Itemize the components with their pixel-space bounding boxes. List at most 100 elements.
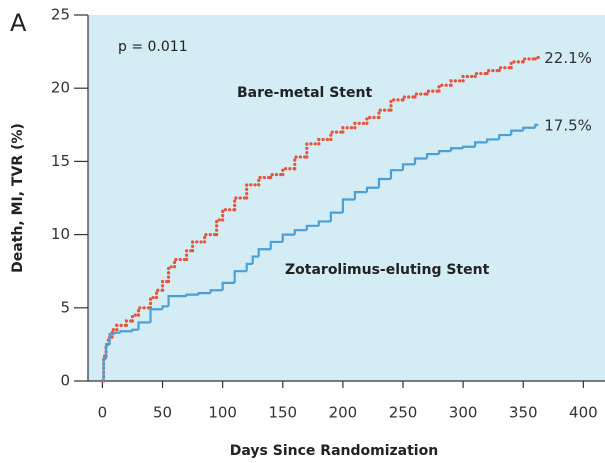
step-segment bbox=[401, 95, 417, 102]
x-tick-label: 0 bbox=[98, 404, 108, 422]
step-segment bbox=[389, 98, 405, 112]
step-segment bbox=[522, 126, 536, 131]
step-segment bbox=[401, 163, 416, 171]
x-axis-label: Days Since Randomization bbox=[230, 443, 438, 459]
step-segment bbox=[104, 343, 110, 360]
step-segment bbox=[474, 141, 488, 147]
step-segment bbox=[215, 218, 225, 237]
step-segment bbox=[461, 74, 477, 83]
step-segment bbox=[167, 294, 187, 307]
step-segment bbox=[191, 240, 207, 253]
step-segment bbox=[110, 328, 119, 339]
step-segment bbox=[329, 211, 343, 222]
step-segment bbox=[131, 328, 139, 332]
step-segment bbox=[389, 169, 404, 179]
step-segment bbox=[377, 177, 391, 188]
plot-background bbox=[88, 15, 605, 381]
step-segment bbox=[172, 257, 189, 269]
step-segment bbox=[497, 66, 513, 73]
step-segment bbox=[257, 248, 271, 257]
step-segment bbox=[209, 289, 223, 294]
step-segment bbox=[413, 92, 429, 99]
step-segment bbox=[281, 167, 297, 177]
series-label: Zotarolimus-eluting Stent bbox=[285, 262, 490, 278]
x-tick-label: 400 bbox=[569, 404, 598, 422]
step-segment bbox=[221, 208, 237, 222]
step-segment bbox=[221, 281, 235, 291]
x-tick-label: 150 bbox=[268, 404, 297, 422]
step-segment bbox=[269, 240, 283, 250]
step-segment bbox=[166, 265, 177, 284]
step-segment bbox=[486, 138, 500, 143]
step-segment bbox=[450, 147, 464, 152]
step-segment bbox=[124, 319, 135, 327]
step-segment bbox=[521, 57, 537, 64]
step-segment bbox=[108, 333, 115, 345]
step-segment bbox=[317, 220, 331, 226]
step-segment bbox=[148, 295, 159, 310]
step-segment bbox=[184, 249, 195, 262]
y-tick-label: 25 bbox=[51, 6, 70, 24]
p-value: p = 0.011 bbox=[118, 39, 188, 55]
step-segment bbox=[510, 129, 524, 136]
y-axis-label: Death, MI, TVR (%) bbox=[10, 123, 26, 273]
step-segment bbox=[329, 130, 345, 142]
x-tick-label: 100 bbox=[208, 404, 237, 422]
step-segment bbox=[203, 233, 219, 244]
step-segment bbox=[136, 306, 153, 317]
step-segment bbox=[293, 229, 307, 235]
step-segment bbox=[413, 157, 428, 165]
step-segment bbox=[353, 191, 367, 200]
step-segment bbox=[449, 79, 465, 87]
step-segment bbox=[425, 89, 441, 96]
step-segment bbox=[245, 262, 253, 272]
step-segment bbox=[437, 150, 452, 155]
step-segment bbox=[305, 142, 321, 159]
step-segment bbox=[161, 305, 169, 310]
x-tick-label: 250 bbox=[389, 404, 418, 422]
step-segment bbox=[437, 83, 453, 93]
step-segment bbox=[197, 292, 211, 295]
x-tick-label: 50 bbox=[153, 404, 172, 422]
step-segment bbox=[425, 152, 440, 159]
step-segment bbox=[233, 196, 249, 212]
step-segment bbox=[269, 172, 285, 180]
end-label: 22.1% bbox=[544, 49, 592, 67]
step-segment bbox=[185, 293, 199, 297]
step-segment bbox=[305, 224, 319, 231]
x-tick-label: 300 bbox=[449, 404, 478, 422]
step-segment bbox=[119, 330, 133, 333]
y-tick-label: 0 bbox=[60, 372, 70, 390]
x-tick-label: 350 bbox=[509, 404, 538, 422]
step-segment bbox=[130, 313, 141, 323]
step-segment bbox=[462, 145, 476, 149]
step-segment bbox=[154, 288, 165, 300]
step-segment bbox=[509, 60, 525, 70]
panel-label: A bbox=[10, 9, 27, 37]
step-segment bbox=[534, 123, 539, 128]
step-segment bbox=[115, 323, 129, 332]
step-segment bbox=[281, 233, 295, 242]
step-segment bbox=[113, 331, 121, 335]
step-segment bbox=[245, 183, 261, 200]
step-segment bbox=[341, 126, 357, 134]
y-tick-label: 10 bbox=[51, 225, 70, 243]
step-segment bbox=[293, 155, 309, 171]
step-segment bbox=[251, 255, 259, 264]
step-segment bbox=[233, 270, 247, 283]
y-tick-label: 20 bbox=[51, 79, 70, 97]
y-tick-label: 5 bbox=[60, 298, 70, 316]
step-segment bbox=[317, 137, 333, 146]
step-segment bbox=[353, 121, 369, 130]
step-segment bbox=[160, 279, 171, 292]
step-segment bbox=[257, 175, 273, 187]
step-segment bbox=[137, 321, 151, 330]
step-segment bbox=[485, 69, 501, 76]
step-segment bbox=[341, 198, 355, 213]
step-segment bbox=[498, 133, 512, 140]
step-segment bbox=[533, 55, 540, 61]
step-segment bbox=[149, 308, 163, 323]
series-label: Bare-metal Stent bbox=[237, 85, 372, 101]
step-segment bbox=[365, 115, 381, 125]
